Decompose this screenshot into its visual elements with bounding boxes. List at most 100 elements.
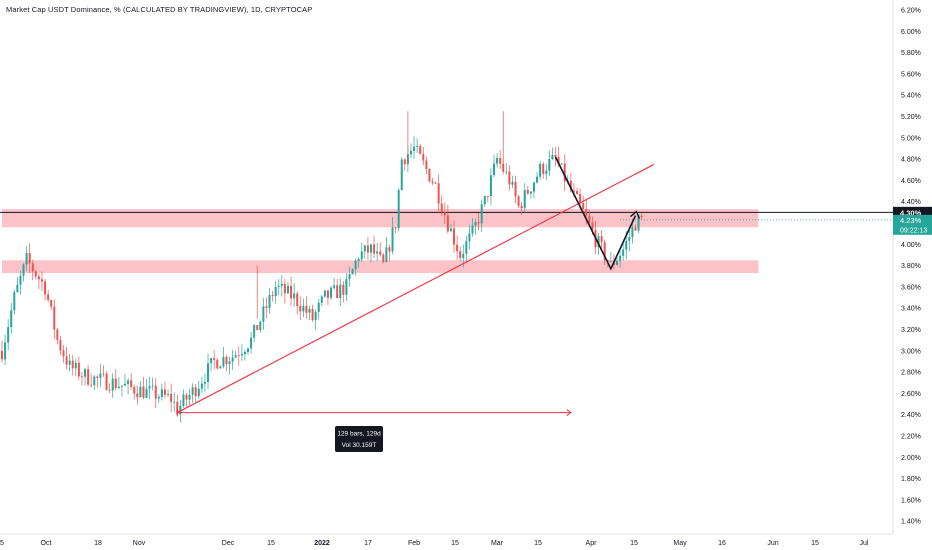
candle-body <box>105 373 108 390</box>
candle-body <box>409 150 412 155</box>
candle-body <box>31 263 34 272</box>
candle-body <box>557 156 560 165</box>
candle-body <box>597 236 600 248</box>
measure-bars-text: 129 bars, 129d <box>337 431 381 438</box>
candle-body <box>591 222 594 231</box>
candle-body <box>56 329 59 340</box>
candle-body <box>351 269 354 275</box>
candle-body <box>185 394 188 400</box>
candle-body <box>585 209 588 216</box>
candle-body <box>247 348 249 352</box>
x-tick-label: 15 <box>451 540 459 547</box>
candle-body <box>588 215 591 223</box>
candle-body <box>182 394 185 406</box>
candle-body <box>179 405 182 415</box>
date-range-arrowhead <box>566 409 572 416</box>
candle-body <box>323 290 326 297</box>
y-tick-label: 5.80% <box>901 50 921 57</box>
candle-body <box>253 325 256 338</box>
y-tick-label: 3.00% <box>901 348 921 355</box>
candle-body <box>250 337 253 349</box>
candle-body <box>311 308 314 320</box>
price-label-box <box>893 206 932 218</box>
candle-body <box>443 212 446 216</box>
candle-body <box>385 247 388 262</box>
candle-body <box>108 389 111 391</box>
candle-body <box>200 383 203 389</box>
candle-body <box>296 293 299 307</box>
candle-body <box>339 284 342 298</box>
candle-body <box>345 279 348 295</box>
y-tick-label: 2.80% <box>901 370 921 377</box>
candle-body <box>234 355 237 358</box>
candle-body <box>523 189 526 209</box>
candle-body <box>71 360 74 369</box>
x-tick-label: 15 <box>811 540 819 547</box>
last-price-text: 4.23% <box>900 216 922 225</box>
candle-body <box>320 296 323 303</box>
candle-body <box>640 215 643 217</box>
candle-body <box>532 182 535 192</box>
candle-body <box>489 175 492 197</box>
candle-body <box>560 163 563 165</box>
candle-body <box>47 294 50 301</box>
candle-body <box>280 283 283 286</box>
candle-body <box>373 244 376 254</box>
y-tick-label: 3.40% <box>901 306 921 313</box>
candle-body <box>136 393 139 398</box>
x-tick-label: 2022 <box>314 540 330 547</box>
y-tick-label: 6.00% <box>901 29 921 36</box>
candle-body <box>197 388 200 397</box>
candle-body <box>403 159 406 165</box>
candle-body <box>65 356 68 365</box>
candle-body <box>431 181 434 183</box>
x-tick-label: 18 <box>94 540 102 547</box>
candle-body <box>317 302 320 313</box>
symbol-title: Market Cap USDT Dominance, % (CALCULATED… <box>6 5 313 14</box>
candle-body <box>157 396 160 399</box>
candle-body <box>416 145 419 147</box>
candle-body <box>366 245 369 253</box>
candle-body <box>84 369 87 377</box>
x-tick-label: Jul <box>860 540 869 547</box>
candle-body <box>68 360 71 365</box>
candle-body <box>219 366 222 369</box>
candle-body <box>53 306 56 330</box>
candle-body <box>600 236 603 243</box>
candle-body <box>551 154 554 160</box>
candle-body <box>542 163 545 175</box>
candle-body <box>130 380 133 387</box>
candle-body <box>59 339 62 351</box>
candle-body <box>572 190 575 192</box>
candle-body <box>222 356 225 367</box>
candle-body <box>388 247 391 252</box>
measure-label-box <box>335 426 383 452</box>
candle-body <box>554 154 557 157</box>
candle-body <box>96 376 99 378</box>
candle-body <box>10 310 13 328</box>
candle-body <box>240 354 243 356</box>
candle-body <box>628 236 631 241</box>
y-tick-label: 5.00% <box>901 135 921 142</box>
candle-body <box>477 222 480 224</box>
candle-body <box>283 283 286 294</box>
candle-body <box>210 358 213 364</box>
candle-body <box>243 351 246 355</box>
candle-body <box>394 227 397 229</box>
candle-body <box>1 350 3 360</box>
candle-body <box>77 362 80 377</box>
candle-body <box>471 225 474 234</box>
candle-body <box>111 378 114 391</box>
candle-body <box>631 227 634 237</box>
candle-body <box>50 300 53 307</box>
y-tick-label: 1.40% <box>901 519 921 526</box>
candle-body <box>274 286 277 297</box>
y-tick-label: 3.60% <box>901 284 921 291</box>
candle-body <box>428 168 431 182</box>
trend-line <box>176 163 655 414</box>
candle-body <box>446 215 449 232</box>
candle-body <box>216 359 219 369</box>
candle-body <box>173 401 176 403</box>
